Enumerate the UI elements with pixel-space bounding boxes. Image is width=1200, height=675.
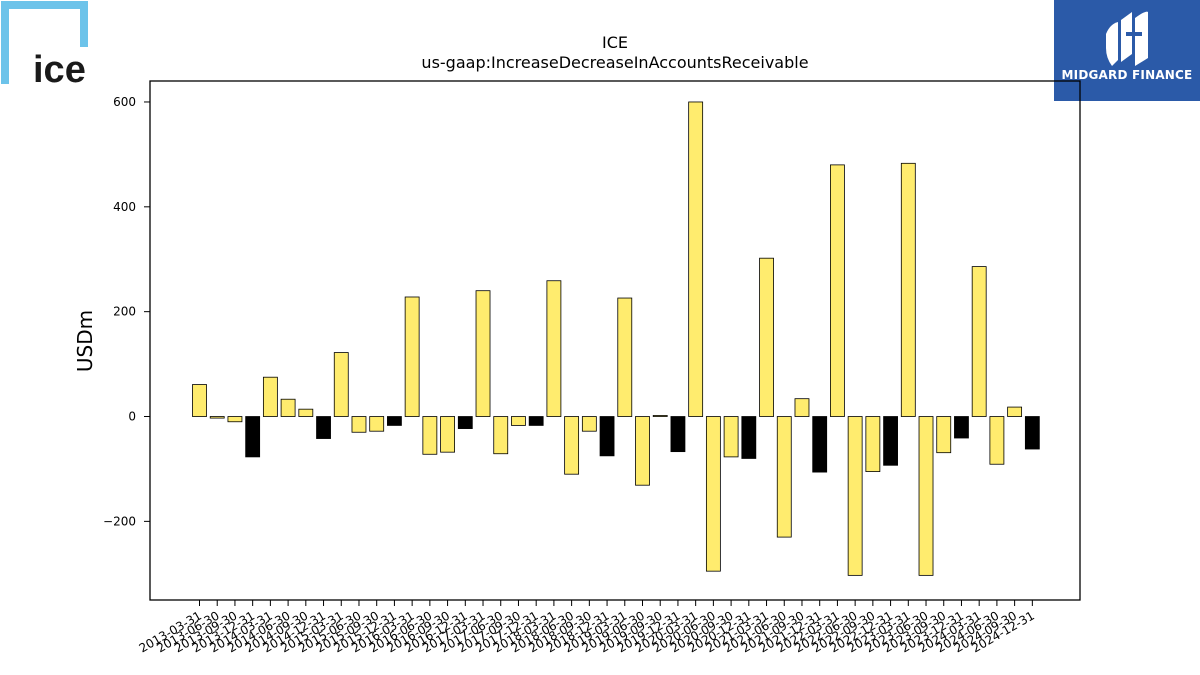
bar-2015-03-31 [333,352,349,417]
plot-frame [149,80,1081,601]
ice-logo: ice [1,1,88,91]
midgard-mark-icon [1106,11,1148,66]
bar-2015-06-30 [351,416,367,433]
y-tick-label: 0 [128,410,136,424]
bar-2017-06-30 [493,416,509,455]
bar-2024-12-31 [1024,416,1040,450]
bar-2019-09-30 [652,415,668,417]
bar-2018-03-31 [546,280,562,417]
y-tick-label: 600 [113,95,136,109]
chart-title: ICE [602,33,628,52]
bar-2021-06-30 [776,416,792,538]
bar-2014-03-31 [262,376,278,417]
bar-2021-09-30 [794,398,810,417]
bar-2017-12-31 [528,416,544,426]
chart-subtitle: us-gaap:IncreaseDecreaseInAccountsReceiv… [421,53,808,72]
midgard-finance-logo: MIDGARD FINANCE [1054,0,1200,101]
bar-2018-06-30 [564,416,580,475]
bar-2022-03-31 [830,164,845,417]
y-tick-label: 200 [113,305,136,319]
bar-2023-06-30 [918,416,934,576]
bars-group [192,101,1040,576]
y-tick-label: 400 [113,200,136,214]
bar-2013-03-31 [192,384,207,417]
bar-2020-03-31 [688,101,704,417]
bar-2022-12-31 [883,416,898,466]
bar-2013-06-30 [209,416,225,419]
bar-2016-12-31 [457,416,473,429]
ice-logo-text: ice [33,49,86,91]
bar-2019-03-31 [617,297,633,417]
y-tick-label: −200 [103,514,136,528]
bar-2013-09-30 [227,416,243,423]
bar-2020-06-30 [705,416,721,572]
bar-2020-09-30 [723,416,739,458]
bar-2024-09-30 [1007,406,1023,417]
ice-logo-bracket-icon [1,1,88,84]
y-ticks-group: −200 0 200 400 600 [103,95,150,528]
bar-2023-09-30 [936,416,952,454]
bar-2016-06-30 [422,416,438,455]
bar-2020-12-31 [741,416,757,459]
bar-2013-12-31 [245,416,261,458]
bar-2017-09-30 [511,416,526,426]
bar-2022-06-30 [847,416,863,576]
y-axis-label: USDm [73,310,97,372]
bar-2019-06-30 [635,416,650,486]
bar-2014-12-31 [316,416,331,439]
bar-2019-12-31 [670,416,686,453]
bar-2018-09-30 [581,416,597,432]
bar-2014-09-30 [298,408,314,417]
bar-2015-09-30 [369,416,385,432]
bar-2024-03-31 [971,266,987,417]
bar-2016-03-31 [404,296,420,417]
midgard-finance-text: MIDGARD FINANCE [1061,68,1193,82]
bar-2021-12-31 [812,416,828,473]
x-ticks-group: 2013-03-312013-06-302013-09-302013-12-31… [137,600,1037,655]
bar-2017-03-31 [475,290,491,417]
bar-2023-03-31 [900,162,916,417]
bar-2018-12-31 [599,416,615,457]
bar-2016-09-30 [440,416,455,453]
bar-2024-06-30 [989,416,1005,465]
bar-2014-06-30 [280,398,296,417]
bar-2023-12-31 [954,416,969,439]
bar-2022-09-30 [865,416,881,472]
bar-2021-03-31 [759,257,774,417]
bar-2015-12-31 [387,416,402,426]
